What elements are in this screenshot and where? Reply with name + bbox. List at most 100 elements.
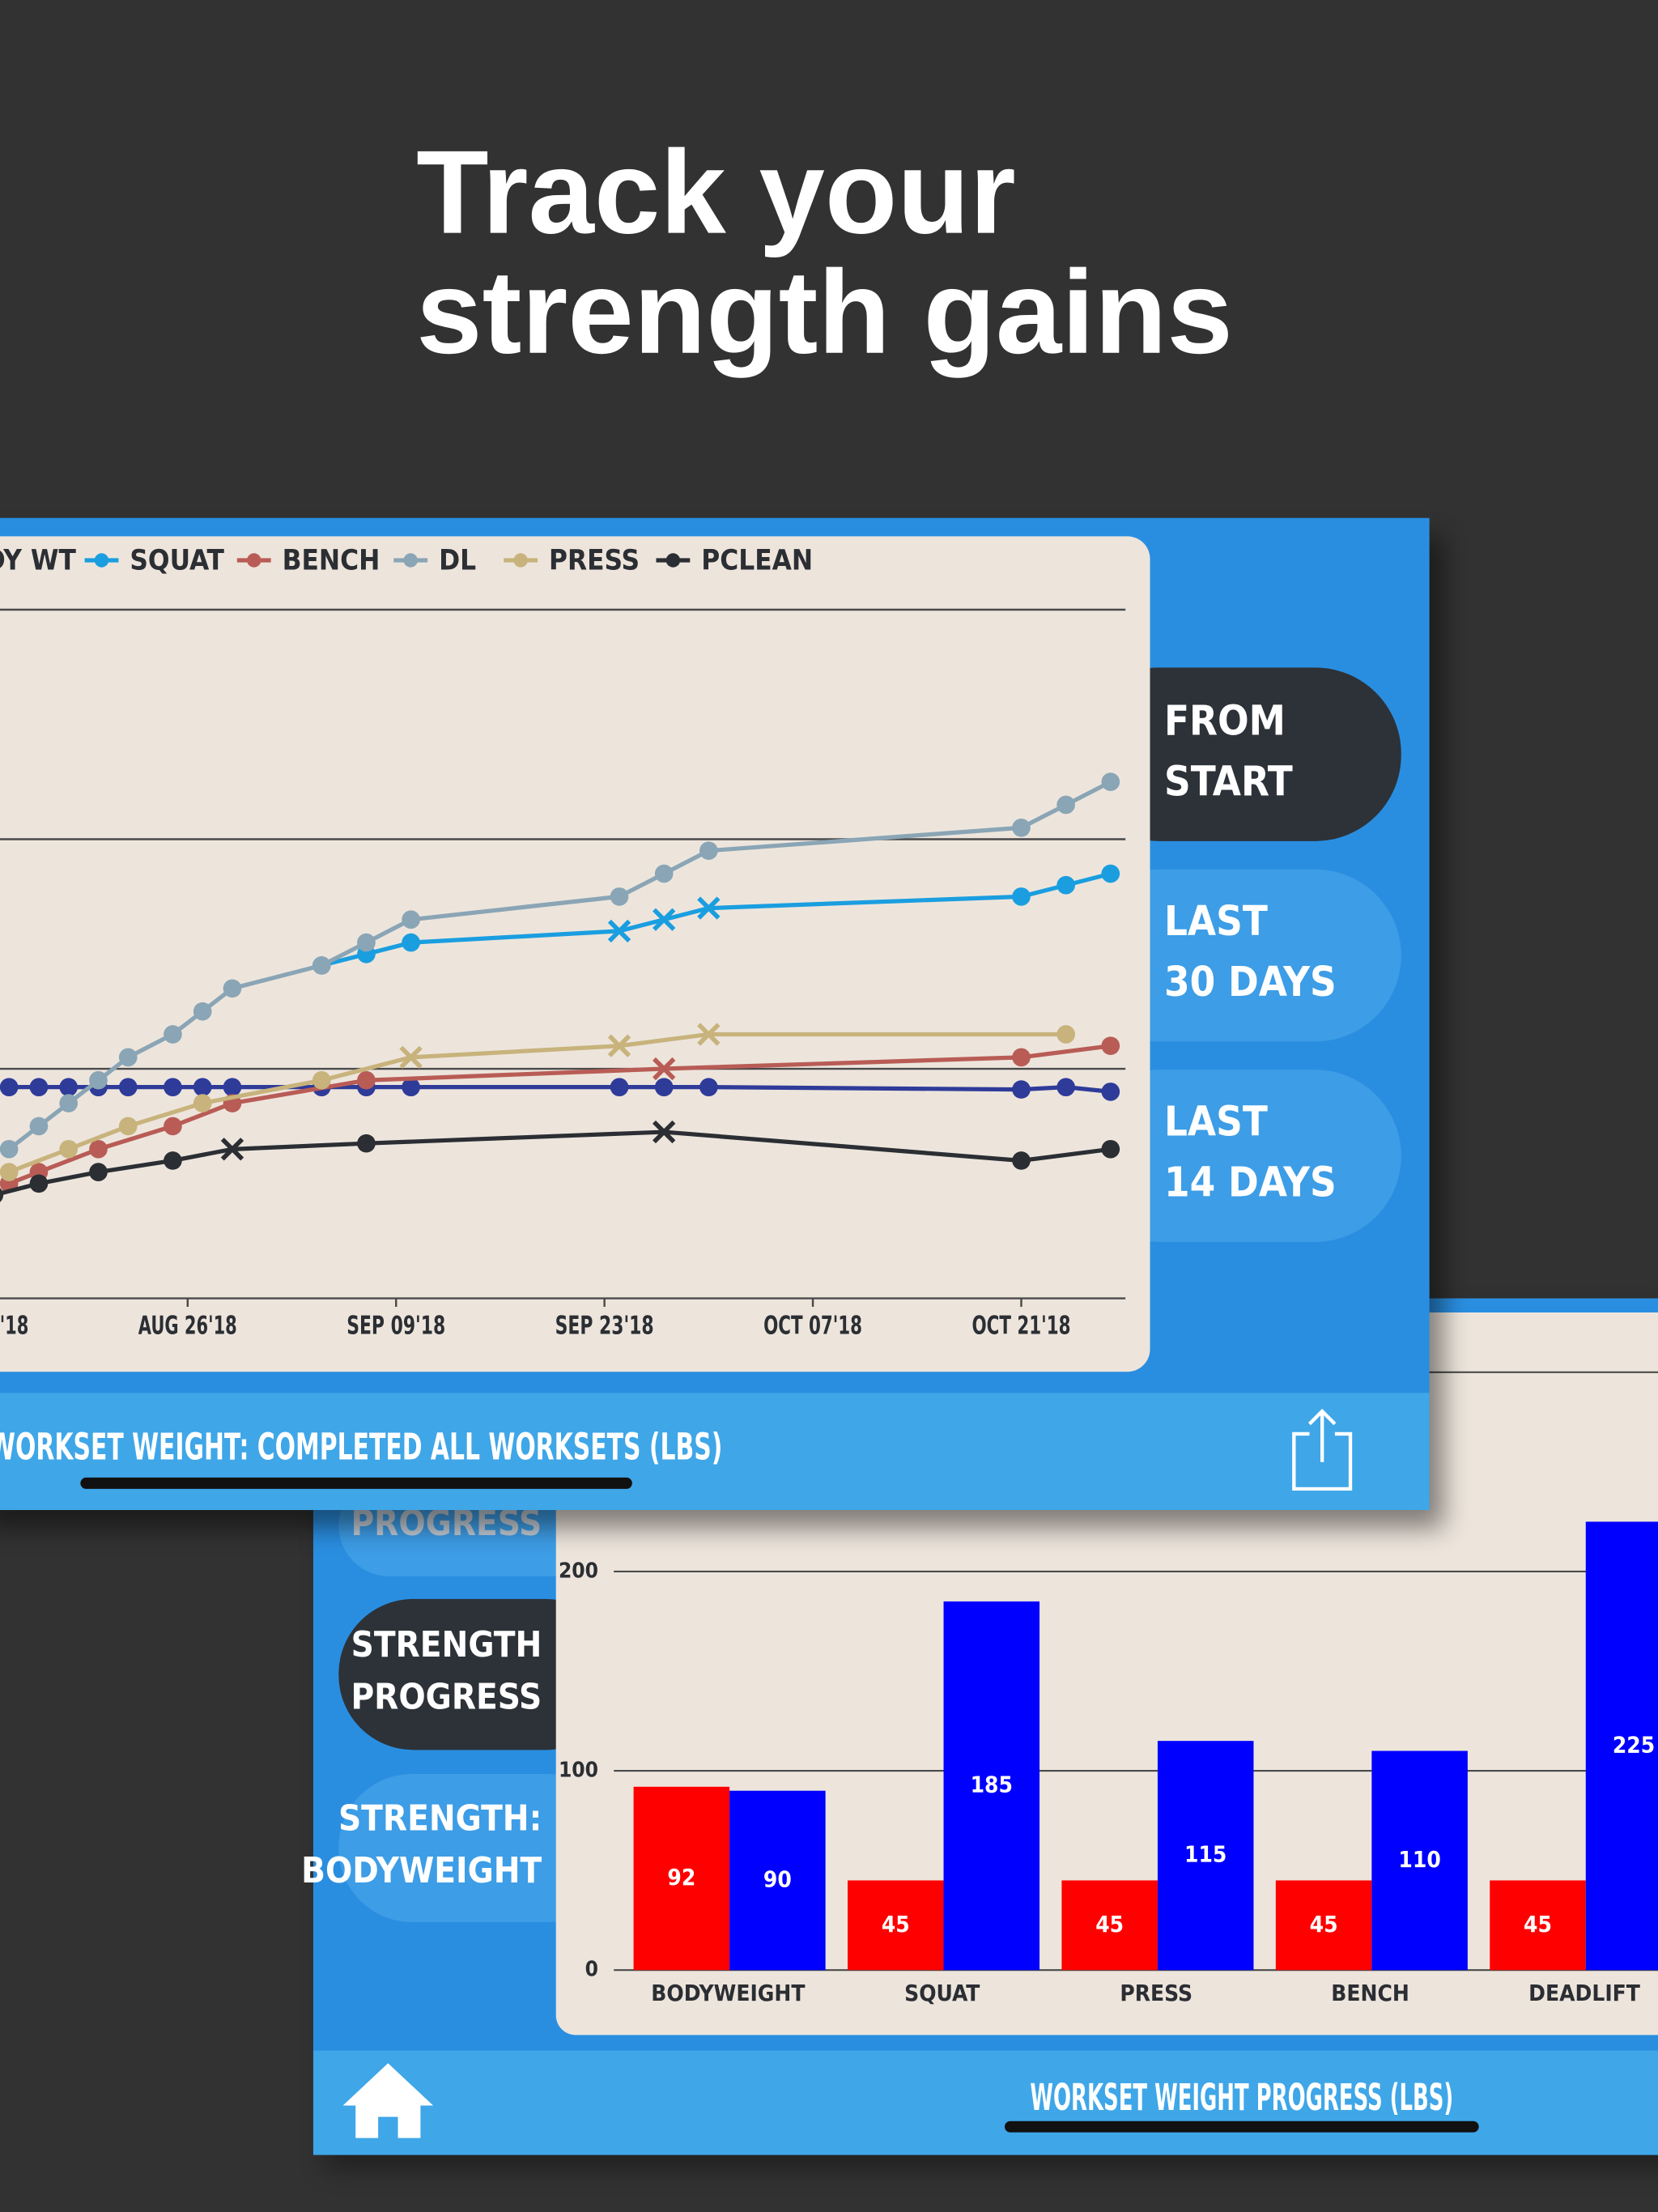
point	[1012, 1151, 1031, 1170]
point	[1012, 1080, 1031, 1099]
point-failed	[607, 919, 631, 943]
point	[1012, 819, 1031, 837]
bar	[1585, 1521, 1658, 1971]
point	[59, 1078, 79, 1097]
x-tick-label: BENCH	[1331, 1980, 1409, 2006]
bar-value-label: 225	[1613, 1731, 1655, 1758]
chart-title: WORKSET WEIGHT: COMPLETED ALL WORKSETS (…	[0, 1426, 722, 1469]
point	[1056, 875, 1075, 895]
bar	[943, 1601, 1040, 1971]
y-tick-label: 200	[559, 1559, 598, 1583]
point	[29, 1174, 49, 1193]
point-failed	[653, 908, 676, 931]
chart-title: WORKSET WEIGHT PROGRESS (LBS)	[1030, 2076, 1453, 2119]
point	[312, 1070, 331, 1090]
point	[699, 1078, 718, 1097]
point	[89, 1070, 108, 1090]
bottom-bar	[0, 1393, 1430, 1511]
bar	[1061, 1880, 1158, 1971]
point	[357, 1134, 376, 1153]
bar-value-label: 92	[667, 1864, 695, 1891]
bar	[1275, 1880, 1372, 1971]
point-failed	[697, 896, 721, 920]
point	[312, 956, 331, 975]
nav-label: PROGRESS	[351, 1678, 542, 1718]
legend-marker	[94, 553, 109, 568]
range-button[interactable]	[1072, 667, 1401, 841]
point	[1101, 864, 1120, 883]
point	[193, 1002, 212, 1021]
x-tick-label: SEP 09'18	[346, 1311, 445, 1340]
home-icon[interactable]	[342, 2063, 434, 2138]
range-label: FROM	[1164, 697, 1286, 745]
point	[193, 1078, 212, 1097]
point	[1012, 1048, 1031, 1067]
bar-value-label: 115	[1184, 1841, 1226, 1868]
bar-value-label: 90	[763, 1865, 792, 1892]
bar-value-label: 110	[1398, 1846, 1440, 1873]
legend-marker	[403, 553, 418, 568]
nav-button[interactable]	[338, 1773, 621, 1922]
point	[1012, 887, 1031, 906]
y-tick-label: 100	[559, 1759, 598, 1783]
chart-area	[0, 536, 1150, 1372]
point	[29, 1117, 49, 1136]
point	[164, 1025, 182, 1044]
point	[223, 979, 242, 998]
range-label: START	[1164, 758, 1293, 806]
point-failed	[653, 1057, 676, 1081]
legend-marker	[247, 553, 261, 568]
range-button[interactable]	[1072, 1070, 1401, 1242]
point-failed	[653, 1120, 676, 1144]
point-failed	[607, 1034, 631, 1057]
line-plot: AUG 12'18 AUG 26'18 SEP 09'18 SEP 23'18 OCT …	[0, 545, 1126, 1340]
headline: Track your	[416, 126, 1016, 259]
range-button[interactable]	[1072, 869, 1401, 1042]
point-failed	[697, 1023, 721, 1046]
legend-label: PCLEAN	[701, 545, 813, 577]
share-icon[interactable]	[1292, 1408, 1353, 1491]
point	[164, 1117, 182, 1136]
point	[0, 1139, 19, 1159]
point	[0, 1188, 4, 1202]
legend-marker	[513, 553, 528, 568]
bar-plot: 0100200300BODYWEIGHT9290SQUAT45185PRESS4…	[559, 1359, 1658, 2006]
legend-label: PRESS	[549, 545, 640, 577]
point	[193, 1094, 212, 1112]
point	[164, 1151, 182, 1170]
headline: strength gains	[416, 246, 1233, 379]
point	[59, 1094, 79, 1112]
range-label: LAST	[1164, 1098, 1268, 1146]
point	[402, 1078, 420, 1097]
legend-label: DL	[439, 545, 476, 577]
bar	[729, 1790, 826, 1971]
bar-value-label: 45	[1095, 1911, 1124, 1938]
x-tick-label: SQUAT	[904, 1980, 980, 2006]
point	[402, 910, 420, 929]
bar-value-label: 45	[882, 1911, 910, 1938]
point	[1101, 1139, 1120, 1159]
point	[118, 1078, 138, 1097]
x-tick-label: AUG 26'18	[138, 1311, 237, 1340]
point	[610, 887, 629, 906]
point	[610, 1078, 629, 1097]
line-screen: FROM START LAST 30 DAYS LAST 14 DAYS AUG…	[0, 517, 1444, 1529]
x-tick-label: BODYWEIGHT	[651, 1980, 805, 2006]
point	[699, 841, 718, 861]
point	[1056, 1078, 1075, 1097]
nav-button[interactable]	[338, 1598, 621, 1750]
bottom-bar	[312, 2050, 1658, 2155]
point	[0, 1078, 19, 1097]
bar-value-label: 45	[1524, 1911, 1552, 1938]
point	[654, 1078, 674, 1097]
point	[118, 1048, 138, 1067]
x-tick-label: PRESS	[1120, 1980, 1192, 2006]
legend-label: SQUAT	[130, 545, 224, 577]
point	[118, 1117, 138, 1136]
x-tick-label: OCT 21'18	[971, 1311, 1070, 1340]
y-tick-label: 0	[585, 1958, 598, 1982]
point	[1101, 1083, 1120, 1101]
point	[357, 933, 376, 952]
nav-label: STRENGTH:	[338, 1798, 542, 1839]
